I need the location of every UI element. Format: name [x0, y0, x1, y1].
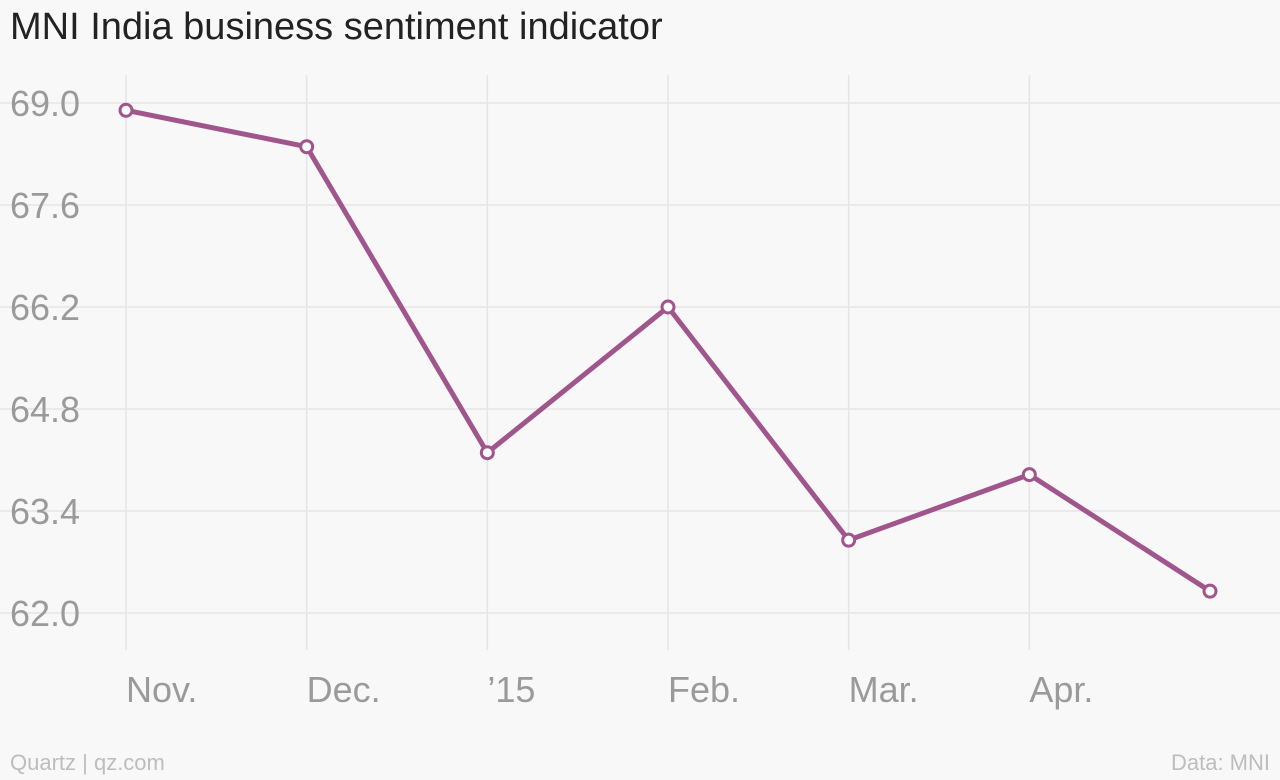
- x-tick-label: Nov.: [126, 669, 197, 710]
- x-axis-ticks: Nov. Dec. ’15 Feb. Mar. Apr.: [126, 669, 1093, 710]
- chart-title: MNI India business sentiment indicator: [10, 6, 663, 48]
- source-text: Data: MNI: [1170, 750, 1270, 775]
- data-point: [479, 445, 495, 461]
- data-point: [1202, 583, 1218, 599]
- y-axis-ticks: 69.0 67.6 66.2 64.8 63.4 62.0: [10, 83, 80, 634]
- data-point: [299, 139, 315, 155]
- credit-text: Quartz | qz.com: [10, 750, 165, 775]
- x-tick-label: Dec.: [307, 669, 381, 710]
- series-line-layer: [118, 102, 1218, 599]
- y-tick-label: 64.8: [10, 389, 80, 430]
- x-tick-label: Mar.: [849, 669, 919, 710]
- grid-lines: [0, 75, 1280, 650]
- data-point: [660, 299, 676, 315]
- x-tick-label: ’15: [487, 669, 535, 710]
- y-tick-label: 67.6: [10, 185, 80, 226]
- y-tick-label: 62.0: [10, 593, 80, 634]
- data-point: [118, 102, 134, 118]
- x-tick-label: Apr.: [1029, 669, 1093, 710]
- x-tick-label: Feb.: [668, 669, 740, 710]
- y-tick-label: 69.0: [10, 83, 80, 124]
- y-tick-label: 66.2: [10, 287, 80, 328]
- data-point: [1021, 467, 1037, 483]
- y-tick-label: 63.4: [10, 491, 80, 532]
- data-point: [841, 532, 857, 548]
